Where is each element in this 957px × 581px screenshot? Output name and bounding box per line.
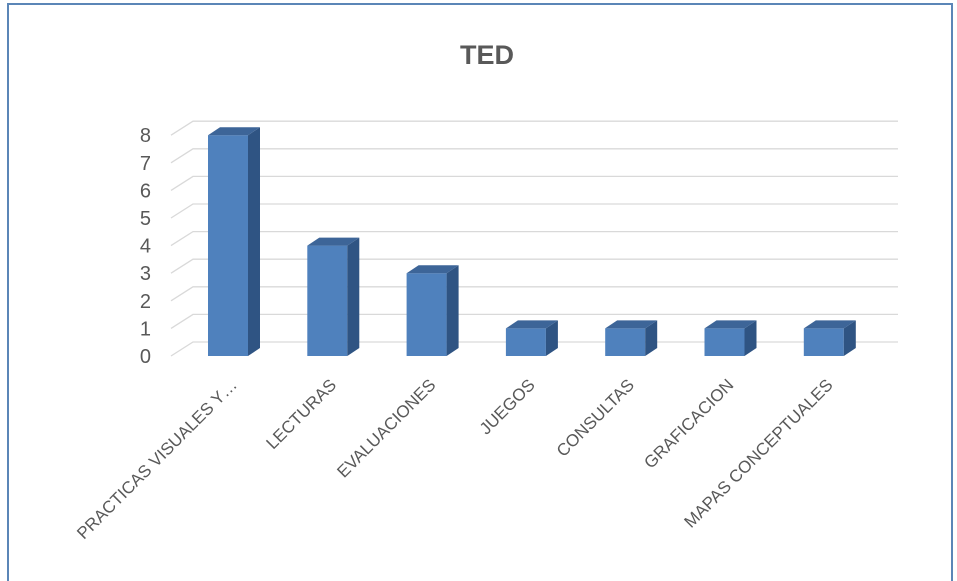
bar [505,320,558,356]
bar-top [803,320,856,329]
y-tick-label: 3 [140,263,151,285]
y-tick-label: 2 [140,291,151,313]
bar [605,320,658,356]
bar-front [307,245,348,356]
bar-top [505,320,558,329]
gridline [170,175,898,191]
bar-front [208,135,248,356]
y-tick-label: 4 [140,236,151,258]
bar-side [347,237,360,356]
bar [208,127,260,356]
x-tick-label: GRAFICACION [640,375,737,472]
y-tick-label: 5 [140,208,151,230]
gridlines [170,120,898,357]
x-axis-ticks: PRACTICAS VISUALES Y… LECTURASEVALUACIONE… [73,375,836,543]
y-tick-label: 1 [140,318,151,340]
bar-top [704,320,757,329]
bar-side [744,320,757,356]
bar [704,320,757,356]
bar-front [803,328,844,356]
y-axis-ticks: 0 1 2 3 4 5 6 7 8 [140,125,151,368]
x-tick-label: PRACTICAS VISUALES Y… [73,375,241,543]
chart-frame [7,3,953,581]
y-tick-label: 8 [140,125,151,147]
gridline [170,203,898,219]
bar-series [208,127,856,356]
x-tick-label: EVALUACIONES [333,375,439,481]
gridline [170,313,898,329]
bar-side [645,320,658,356]
bar-side [248,127,260,356]
chart-title: TED [460,40,514,70]
gridline [170,286,898,302]
bar-top [605,320,658,329]
bar-side [843,320,856,356]
bar [803,320,856,356]
bar-front [704,328,745,356]
bar-top [208,127,260,136]
y-tick-label: 0 [140,346,151,368]
y-tick-label: 7 [140,153,151,175]
y-tick-label: 6 [140,180,151,202]
gridline [170,258,898,274]
bar [406,265,459,356]
gridline [170,230,898,247]
bar-top [307,237,360,246]
gridline [170,148,898,164]
bar-side [545,320,558,356]
bar-front [406,273,447,356]
bar-front [605,328,646,356]
gridline [170,120,898,136]
x-tick-label: JUEGOS [476,375,539,438]
bar-front [505,328,546,356]
bar [307,237,360,356]
gridline [170,341,898,357]
x-tick-label: CONSULTAS [553,375,638,460]
x-tick-label: LECTURAS [263,375,341,453]
bar-top [406,265,459,274]
bar-side [446,265,459,356]
